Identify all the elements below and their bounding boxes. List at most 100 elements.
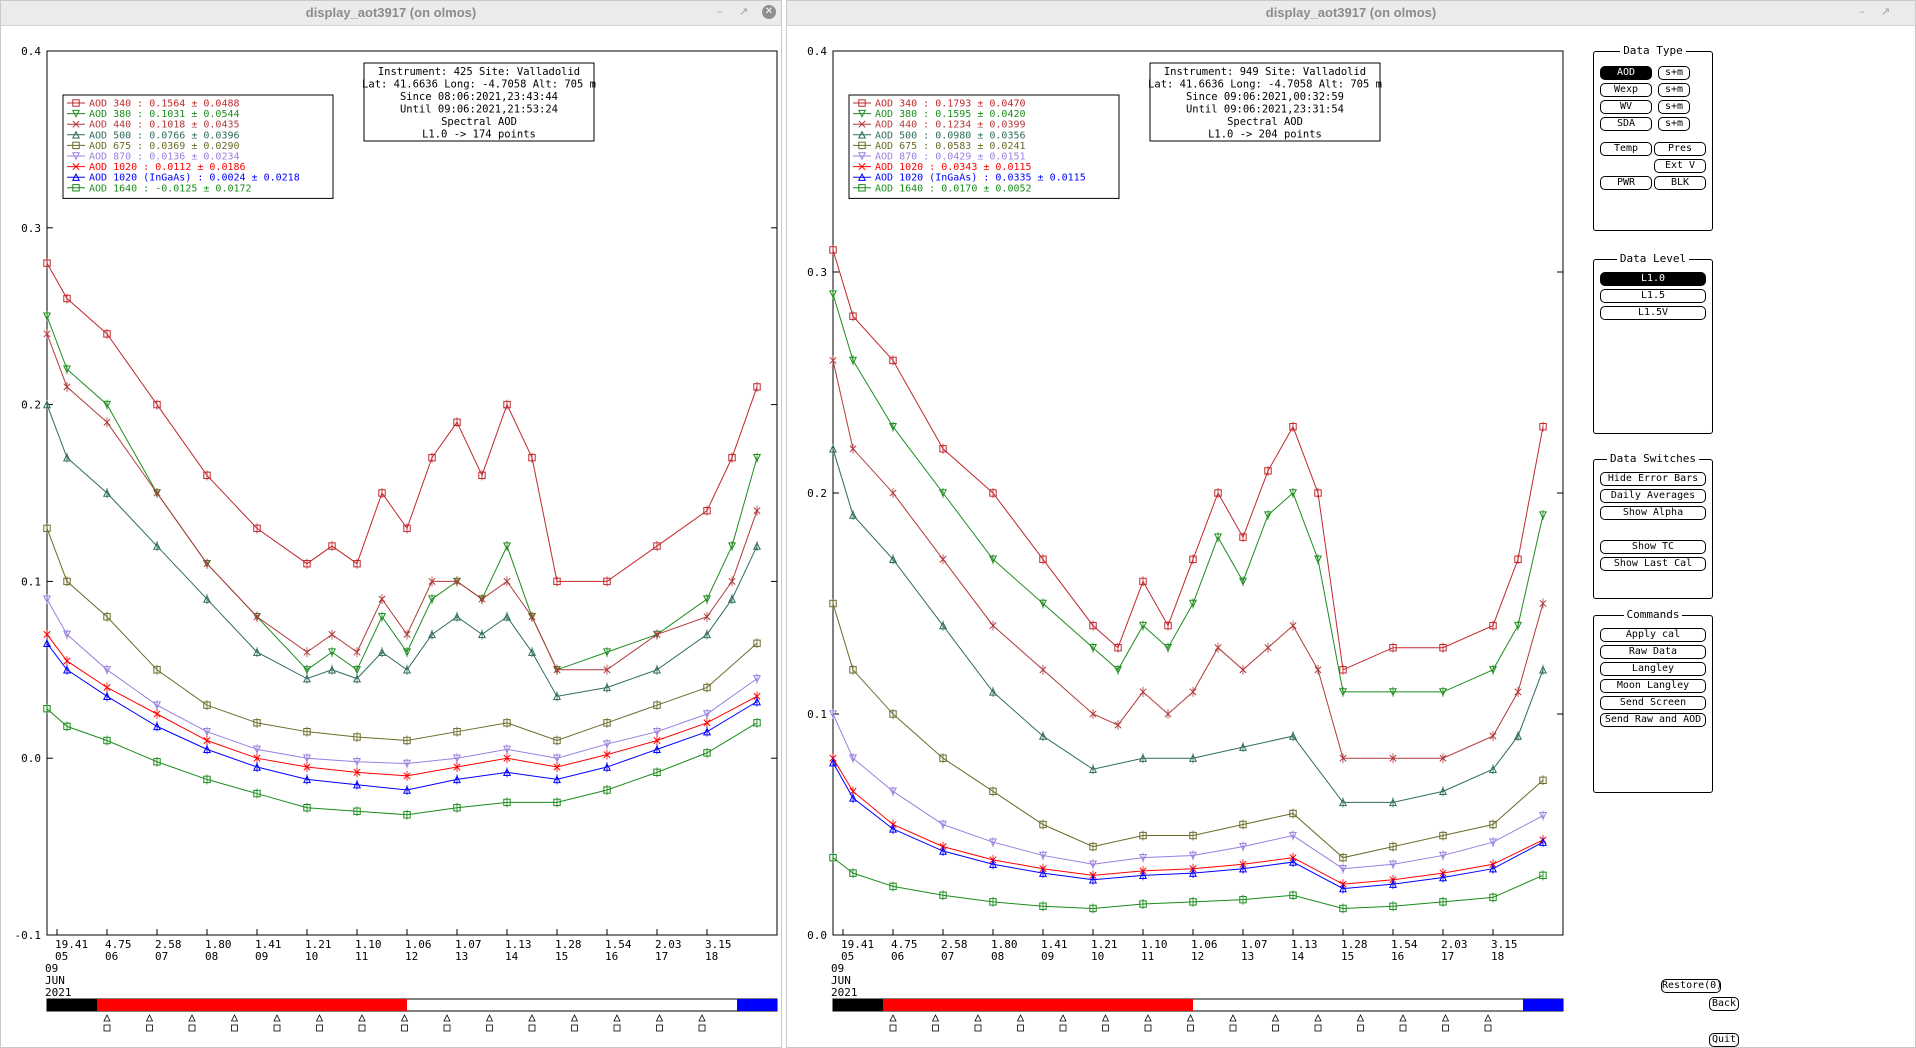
x-tick-label: 1.07: [1241, 938, 1268, 951]
info-line: Since 08:06:2021,23:43:44: [400, 91, 558, 103]
maximize-icon[interactable]: ↗: [739, 5, 749, 18]
legend-marker: [857, 130, 867, 139]
data-point: [203, 775, 211, 784]
timeline-mark: [1484, 1014, 1492, 1022]
titlebar-right[interactable]: display_aot3917 (on olmos) – ↗: [787, 1, 1915, 26]
x-tick-label: 1.07: [455, 938, 482, 951]
data-point: [152, 541, 162, 550]
data-type-pres-button[interactable]: Pres: [1654, 142, 1706, 156]
data-type-side-0-button[interactable]: s+m: [1658, 66, 1690, 80]
data-level-l1-0-button[interactable]: L1.0: [1600, 272, 1706, 286]
data-point: [253, 754, 261, 762]
data-point: [939, 445, 947, 453]
data-point: [1238, 842, 1248, 851]
data-point: [603, 666, 611, 674]
show-alpha-button[interactable]: Show Alpha: [1600, 506, 1706, 520]
data-point: [603, 719, 611, 727]
data-type-pwr-button[interactable]: PWR: [1600, 176, 1652, 190]
series-aod-340: [829, 244, 1547, 675]
data-point: [1389, 842, 1397, 851]
data-point: [1439, 644, 1447, 652]
data-point: [752, 697, 762, 706]
data-type-side-2-button[interactable]: s+m: [1658, 100, 1690, 114]
data-type-sda-button[interactable]: SDA: [1600, 117, 1652, 131]
maximize-icon[interactable]: ↗: [1881, 5, 1891, 18]
legend-entry: AOD 500 : 0.0980 ± 0.0356: [875, 130, 1026, 141]
y-tick-label: 0.0: [21, 752, 41, 765]
data-point: [552, 775, 562, 784]
close-icon[interactable]: ✕: [762, 5, 776, 19]
data-point: [1139, 688, 1147, 696]
data-type-temp-button[interactable]: Temp: [1600, 142, 1652, 156]
data-point: [849, 666, 857, 674]
timeline-mark: [1229, 1024, 1237, 1032]
data-point: [327, 648, 337, 657]
x-tick-hour: 10: [1091, 950, 1104, 963]
titlebar-left[interactable]: display_aot3917 (on olmos) – ↗ ✕: [1, 1, 781, 26]
x-tick-label: 1.21: [305, 938, 332, 951]
daily-averages-button[interactable]: Daily Averages: [1600, 489, 1706, 503]
data-point: [478, 471, 486, 480]
data-point: [1139, 577, 1147, 586]
data-type-side-3-button[interactable]: s+m: [1658, 117, 1690, 131]
data-point: [653, 630, 661, 638]
data-point: [452, 612, 462, 621]
data-point: [888, 787, 898, 796]
data-point: [402, 785, 412, 794]
data-point: [1138, 621, 1148, 630]
series-aod-1640: [829, 852, 1547, 914]
info-line: Spectral AOD: [1227, 116, 1303, 128]
series-aod-675: [43, 523, 761, 746]
data-level-l1-5-button[interactable]: L1.5: [1600, 289, 1706, 303]
data-point: [1188, 868, 1198, 877]
restore-button[interactable]: Restore(0): [1661, 979, 1721, 993]
x-tick-hour: 12: [405, 950, 418, 963]
legend-entry: AOD 380 : 0.1595 ± 0.0420: [875, 109, 1026, 120]
show-tc-button[interactable]: Show TC: [1600, 540, 1706, 554]
data-type-blk-button[interactable]: BLK: [1654, 176, 1706, 190]
data-type-aod-button[interactable]: AOD: [1600, 66, 1652, 80]
data-point: [203, 736, 211, 745]
date-label: 2021: [831, 986, 858, 999]
date-label: 09: [45, 962, 58, 975]
timeline-mark: [230, 1014, 239, 1022]
raw-data-button[interactable]: Raw Data: [1600, 645, 1706, 659]
back-button[interactable]: Back: [1709, 997, 1739, 1011]
x-tick-label: 4.75: [105, 938, 132, 951]
data-type-side-1-button[interactable]: s+m: [1658, 83, 1690, 97]
data-point: [848, 793, 858, 802]
hide-error-bars-button[interactable]: Hide Error Bars: [1600, 472, 1706, 486]
commands-panel-title: Commands: [1623, 608, 1683, 621]
data-point: [602, 740, 612, 749]
langley-button[interactable]: Langley: [1600, 662, 1706, 676]
send-raw-and-aod-button[interactable]: Send Raw and AOD: [1600, 713, 1706, 727]
send-screen-button[interactable]: Send Screen: [1600, 696, 1706, 710]
x-tick-hour: 08: [205, 950, 218, 963]
legend-marker: [71, 152, 81, 161]
data-point: [103, 683, 111, 692]
quit-button[interactable]: Quit: [1709, 1033, 1739, 1047]
data-point: [502, 612, 512, 621]
data-type-wexp-button[interactable]: Wexp: [1600, 83, 1652, 97]
data-type-ext-v-button[interactable]: Ext V: [1654, 159, 1706, 173]
apply-cal-button[interactable]: Apply cal: [1600, 628, 1706, 642]
data-level-l1-5v-button[interactable]: L1.5V: [1600, 306, 1706, 320]
moon-langley-button[interactable]: Moon Langley: [1600, 679, 1706, 693]
data-point: [828, 710, 838, 719]
timeline-mark: [613, 1024, 621, 1032]
data-point: [352, 666, 362, 675]
info-line: Until 09:06:2021,21:53:24: [400, 104, 558, 116]
x-tick-label: 2.03: [655, 938, 682, 951]
minimize-icon[interactable]: –: [717, 5, 723, 18]
x-tick-label: 19.41: [841, 938, 874, 951]
data-point: [1138, 871, 1148, 880]
timeline-mark: [316, 1024, 323, 1032]
show-last-cal-button[interactable]: Show Last Cal: [1600, 557, 1706, 571]
legend-marker: [71, 172, 81, 181]
minimize-icon[interactable]: –: [1859, 5, 1865, 18]
data-type-wv-button[interactable]: WV: [1600, 100, 1652, 114]
x-tick-hour: 15: [1341, 950, 1354, 963]
legend-box: [848, 94, 1120, 199]
